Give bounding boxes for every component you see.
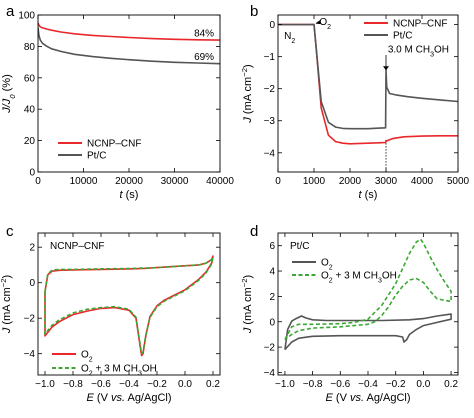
o2-annotation: O2: [319, 17, 331, 31]
legend-entry: O2: [81, 350, 93, 364]
x-tick-label: −1.0: [275, 379, 295, 390]
legend-entry: O2 + 3 M CH3OH: [81, 364, 157, 378]
x-tick-label: −0.8: [303, 379, 323, 390]
series-line-0: [278, 23, 458, 145]
y-axis-label: J (mA cm−2): [0, 275, 13, 334]
x-tick-label: 0.2: [206, 379, 220, 390]
panel-c: c −1.0 −0.8 −0.6 −0.4 −0.2 0.0 0.2 2 0 −2 −4 E (V vs…: [0, 223, 221, 404]
y-tick-label: 0: [29, 168, 35, 179]
y-tick-label: 0: [269, 20, 275, 31]
x-axis-label: E (V vs. Ag/AgCl): [87, 392, 172, 404]
legend-entry: O2: [321, 258, 333, 272]
y-tick-label: 20: [24, 136, 36, 147]
y-tick-label: 60: [24, 73, 36, 84]
y-tick-label: 40: [24, 105, 36, 116]
x-tick-label: 0.0: [178, 379, 192, 390]
plot-frame: [277, 232, 459, 376]
x-tick-label: −0.2: [386, 379, 406, 390]
x-tick-label: 4000: [411, 176, 434, 187]
x-tick-label: 10000: [70, 176, 98, 187]
series-line-0: [284, 313, 452, 351]
y-tick-label: 2: [269, 292, 275, 303]
y-tick-label: 6: [269, 241, 275, 252]
series-line-1: [284, 238, 452, 341]
panel-label: c: [6, 223, 14, 240]
legend-entry: NCNP–CNF: [87, 139, 141, 150]
x-tick-label: −0.4: [358, 379, 378, 390]
x-tick-label: 0: [275, 176, 281, 187]
x-tick-label: −0.6: [91, 379, 111, 390]
y-tick-label: −1: [264, 52, 276, 63]
x-tick-label: 0.2: [444, 379, 458, 390]
x-axis-label: t (s): [120, 189, 139, 201]
y-tick-label: −4: [24, 349, 36, 360]
panel-label: b: [250, 3, 258, 20]
panel-label: a: [6, 3, 15, 20]
arrow-head-icon: [316, 20, 321, 25]
x-tick-label: 0.0: [416, 379, 430, 390]
legend-entry: Pt/C: [87, 151, 106, 162]
x-tick-label: −0.6: [330, 379, 350, 390]
x-tick-label: 3000: [375, 176, 398, 187]
series-line-1: [44, 256, 214, 355]
y-axis-label: J/J0 (%): [1, 74, 17, 114]
x-tick-label: −0.8: [63, 379, 83, 390]
x-tick-label: −1.0: [35, 379, 55, 390]
x-axis-label: t (s): [359, 189, 378, 201]
legend-entry: Pt/C: [393, 31, 412, 42]
x-tick-label: −0.2: [147, 379, 167, 390]
y-axis-label: J (mA cm−2): [240, 64, 255, 123]
n2-annotation: N2: [284, 31, 295, 45]
y-tick-label: 80: [24, 42, 36, 53]
panel-title: Pt/C: [290, 241, 309, 252]
x-tick-label: 30000: [161, 176, 189, 187]
y-tick-label: 0: [29, 278, 35, 289]
series-line-0: [44, 255, 214, 357]
x-tick-label: 2000: [339, 176, 362, 187]
arrow-head-icon: [383, 66, 389, 71]
retention-annotation: 84%: [194, 28, 214, 39]
panel-a: a 0 10000 20000 30000 40000 0 20 40 60 80 100 t (s) J…: [1, 3, 234, 201]
x-tick-label: 5000: [447, 176, 470, 187]
y-tick-label: −2: [264, 84, 276, 95]
x-tick-label: −0.4: [119, 379, 139, 390]
series-line-1: [38, 27, 220, 65]
y-tick-label: 2: [29, 243, 35, 254]
y-tick-label: −3: [264, 116, 276, 127]
x-tick-label: 20000: [115, 176, 143, 187]
x-tick-label: 1000: [303, 176, 326, 187]
y-tick-label: 4: [269, 267, 275, 278]
y-tick-label: −4: [264, 148, 276, 159]
y-tick-label: 0: [269, 317, 275, 328]
plot-frame: [277, 14, 459, 173]
panel-title: NCNP–CNF: [50, 241, 104, 252]
y-tick-label: −2: [24, 314, 36, 325]
x-tick-label: 0: [35, 176, 41, 187]
y-axis-label: J (mA cm−2): [240, 275, 255, 334]
retention-annotation: 69%: [194, 52, 214, 63]
y-tick-label: 100: [18, 11, 35, 22]
panel-d: d −1.0 −0.8 −0.6 −0.4 −0.2 0.0 0.2 6 4 2 0 −2 −4 E (V …: [240, 223, 459, 404]
legend-entry: O2 + 3 M CH3OH: [321, 271, 397, 285]
y-tick-label: −2: [264, 343, 276, 354]
x-tick-label: 40000: [206, 176, 234, 187]
series-line-1: [278, 23, 458, 130]
x-axis-label: E (V vs. Ag/AgCl): [326, 392, 411, 404]
series-line-0: [38, 22, 220, 41]
methanol-annotation: 3.0 M CH3OH: [388, 45, 449, 59]
legend-entry: NCNP–CNF: [393, 19, 447, 30]
y-tick-label: −4: [264, 368, 276, 379]
panel-label: d: [250, 223, 258, 240]
